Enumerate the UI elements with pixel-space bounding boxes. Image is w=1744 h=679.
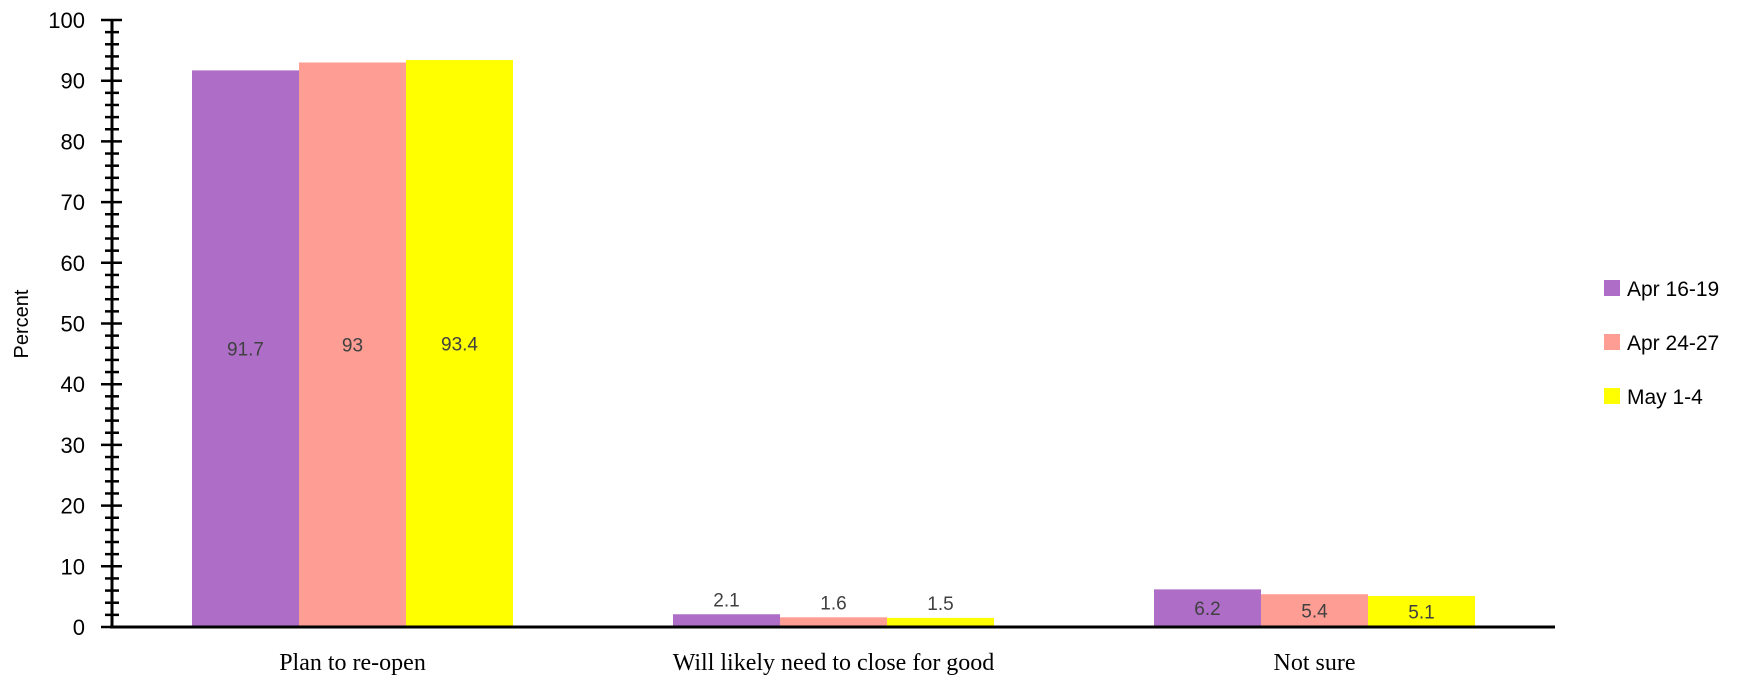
- data-label: 93: [342, 336, 363, 357]
- data-label: 1.5: [927, 594, 953, 615]
- legend-label: May 1-4: [1627, 386, 1703, 409]
- bar: [1154, 589, 1261, 627]
- x-category-label: Plan to re-open: [279, 650, 426, 676]
- legend-swatch: [1604, 334, 1620, 350]
- y-tick-label: 90: [61, 69, 85, 94]
- bar: [192, 70, 299, 628]
- data-labels: 91.7 93 93.4 2.1 1.6 1.5 6.2 5.4 5.1: [227, 335, 1435, 624]
- y-tick-label: 80: [61, 129, 85, 154]
- bar: [780, 617, 887, 627]
- x-axis: Plan to re-open Will likely need to close…: [110, 625, 1555, 676]
- y-axis: 0 10 20 30 40 50 60 70 80 90 100: [48, 8, 122, 640]
- data-label: 6.2: [1194, 599, 1220, 620]
- bar: [299, 62, 406, 628]
- y-tick-label: 50: [61, 312, 85, 337]
- bar: [1368, 596, 1475, 627]
- bar: [1261, 594, 1368, 627]
- bars: [192, 60, 1475, 628]
- y-tick-label: 30: [61, 433, 85, 458]
- y-tick-label: 100: [48, 8, 85, 33]
- data-label: 5.4: [1301, 602, 1328, 623]
- data-label: 2.1: [713, 590, 739, 611]
- y-tick-label: 20: [61, 494, 85, 519]
- data-label: 93.4: [441, 335, 478, 356]
- legend-swatch: [1604, 280, 1620, 296]
- y-tick-label: 0: [73, 615, 85, 640]
- data-label: 1.6: [820, 593, 846, 614]
- y-axis-label: Percent: [11, 289, 33, 358]
- bar: [887, 617, 994, 627]
- bar: [406, 60, 513, 627]
- legend-label: Apr 24-27: [1627, 332, 1719, 355]
- legend-swatch: [1604, 388, 1620, 404]
- legend: Apr 16-19 Apr 24-27 May 1-4: [1604, 278, 1719, 409]
- x-category-label: Will likely need to close for good: [673, 650, 995, 676]
- y-tick-label: 10: [61, 554, 85, 579]
- x-category-label: Not sure: [1274, 650, 1356, 676]
- data-label: 91.7: [227, 340, 264, 361]
- y-tick-label: 40: [61, 372, 85, 397]
- y-tick-label: 60: [61, 251, 85, 276]
- legend-label: Apr 16-19: [1627, 278, 1719, 301]
- data-label: 5.1: [1408, 603, 1434, 624]
- bar: [673, 614, 780, 627]
- y-tick-label: 70: [61, 190, 85, 215]
